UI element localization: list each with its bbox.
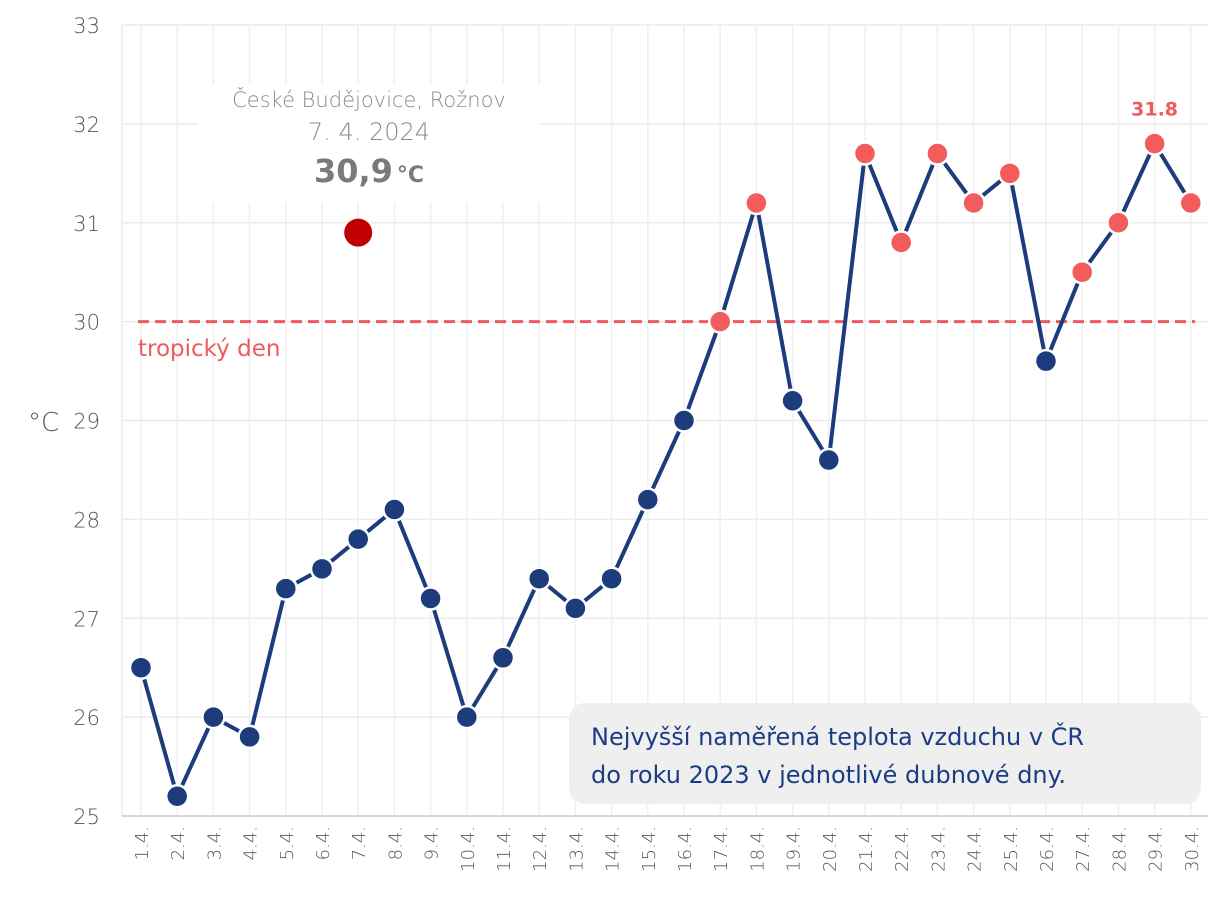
x-tick-label: 3.4. — [204, 826, 225, 860]
x-tick-label: 11.4. — [494, 826, 515, 872]
data-point[interactable] — [1142, 131, 1167, 156]
y-axis-ticks: 25 26 27 28 29 30 31 32 33 — [73, 14, 100, 829]
x-tick-label: 20.4. — [820, 826, 841, 872]
x-tick-label: 9.4. — [422, 826, 443, 860]
data-points — [128, 131, 1204, 809]
x-tick-label: 26.4. — [1037, 826, 1058, 872]
data-point[interactable] — [1069, 259, 1095, 285]
x-axis-ticks: 1.4. 2.4. 3.4. 4.4. 5.4. 6.4. 7.4. 8.4. 9.4. 10.4… — [132, 826, 1203, 872]
x-tick-label: 24.4. — [965, 826, 986, 872]
data-point[interactable] — [852, 141, 878, 166]
x-tick-label: 6.4. — [313, 826, 334, 860]
data-point[interactable] — [454, 704, 480, 730]
x-tick-label: 15.4. — [639, 826, 660, 872]
data-point[interactable] — [599, 566, 624, 591]
note-box: Nejvyšší naměřená teplota vzduchu v ČR d… — [569, 703, 1201, 804]
x-tick-label: 16.4. — [675, 826, 696, 872]
x-tick-label: 18.4. — [747, 826, 768, 872]
data-point[interactable] — [1033, 348, 1059, 374]
y-tick-label: 25 — [73, 805, 100, 829]
data-point[interactable] — [273, 576, 299, 601]
data-point[interactable] — [961, 190, 986, 216]
x-tick-label: 17.4. — [711, 826, 732, 872]
y-tick-label: 26 — [73, 706, 100, 730]
data-point[interactable] — [382, 497, 407, 522]
y-axis-label: °C — [28, 408, 59, 438]
y-tick-label: 32 — [73, 113, 100, 137]
data-point[interactable] — [997, 161, 1023, 186]
x-tick-label: 8.4. — [385, 826, 406, 860]
tooltip-date: 7. 4. 2024 — [307, 118, 431, 146]
y-tick-label: 29 — [73, 410, 100, 434]
data-point[interactable] — [816, 447, 842, 473]
data-point[interactable] — [201, 704, 226, 730]
max-value-label: 31.8 — [1131, 99, 1178, 121]
tooltip-place: České Budějovice, Rožnov — [232, 88, 506, 112]
tooltip-unit: °C — [396, 163, 425, 188]
x-tick-label: 27.4. — [1073, 826, 1094, 872]
x-tick-label: 21.4. — [856, 826, 877, 872]
x-tick-label: 10.4. — [458, 826, 479, 872]
data-point[interactable] — [888, 230, 914, 255]
tooltip-value: 30,9 — [313, 152, 393, 190]
data-point[interactable] — [490, 645, 516, 671]
x-tick-label: 1.4. — [132, 826, 153, 860]
y-tick-label: 30 — [73, 311, 100, 335]
x-tick-label: 25.4. — [1001, 826, 1022, 872]
x-tick-label: 28.4. — [1109, 826, 1130, 872]
x-tick-label: 2.4. — [168, 826, 189, 860]
data-point[interactable] — [707, 309, 733, 334]
y-tick-label: 28 — [73, 508, 100, 532]
series-line — [139, 141, 1193, 799]
data-point[interactable] — [237, 724, 262, 750]
data-point[interactable] — [128, 655, 154, 680]
tooltip-value-row: 30,9 °C — [198, 152, 540, 190]
highlight-point[interactable] — [344, 218, 373, 247]
note-line-2: do roku 2023 v jednotlivé dubnové dny. — [591, 761, 1067, 789]
data-point[interactable] — [164, 783, 190, 809]
x-tick-label: 12.4. — [530, 826, 551, 872]
data-point[interactable] — [744, 190, 769, 216]
data-point[interactable] — [1106, 210, 1131, 235]
x-tick-label: 23.4. — [928, 826, 949, 872]
data-point[interactable] — [1178, 190, 1204, 216]
threshold-label: tropický den — [138, 336, 280, 362]
x-tick-label: 30.4. — [1182, 826, 1203, 872]
x-tick-label: 7.4. — [349, 826, 370, 860]
data-point[interactable] — [309, 556, 335, 582]
note-line-1: Nejvyšší naměřená teplota vzduchu v ČR — [591, 723, 1085, 751]
x-tick-label: 4.4. — [241, 826, 262, 860]
x-tick-label: 14.4. — [603, 826, 624, 872]
x-tick-label: 22.4. — [892, 826, 913, 872]
data-point[interactable] — [780, 388, 805, 413]
series-polyline — [139, 141, 1193, 799]
y-tick-label: 31 — [73, 212, 100, 236]
data-point[interactable] — [635, 487, 661, 512]
x-tick-label: 19.4. — [784, 826, 805, 872]
tooltip: České Budějovice, Rožnov 7. 4. 2024 30,9… — [198, 84, 540, 202]
y-tick-label: 27 — [73, 607, 100, 631]
x-tick-label: 29.4. — [1146, 826, 1167, 872]
data-point[interactable] — [345, 526, 371, 552]
data-point[interactable] — [526, 566, 552, 591]
x-tick-label: 5.4. — [277, 826, 298, 860]
data-point[interactable] — [563, 596, 588, 621]
data-point[interactable] — [925, 141, 950, 166]
x-tick-label: 13.4. — [566, 826, 587, 872]
y-tick-label: 33 — [73, 14, 100, 38]
data-point[interactable] — [418, 586, 443, 611]
data-point[interactable] — [671, 408, 697, 433]
